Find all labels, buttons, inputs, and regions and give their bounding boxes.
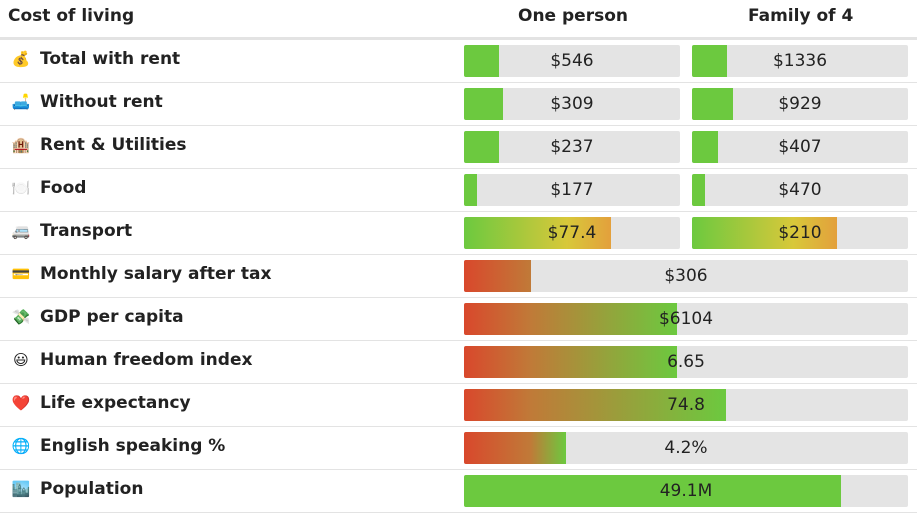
row-label: 🏨 Rent & Utilities (10, 135, 187, 155)
row-label-text: Life expectancy (40, 393, 191, 413)
row-label: 🍽️ Food (10, 178, 87, 198)
full-bar: $6104 (464, 303, 908, 335)
bar-value: $407 (778, 137, 822, 157)
row-label: 💸 GDP per capita (10, 307, 184, 327)
row-label-text: Population (40, 479, 144, 499)
full-bar: 4.2% (464, 432, 908, 464)
bar-value: $237 (550, 137, 594, 157)
table-row: 😃 Human freedom index 6.65 (0, 341, 917, 384)
row-label-text: Human freedom index (40, 350, 253, 370)
couch-and-lamp-icon: 🛋️ (11, 93, 31, 111)
row-label: 🚐 Transport (10, 221, 133, 241)
bar-value: 6.65 (667, 352, 705, 372)
one-bar: $546 (464, 45, 680, 77)
row-label-text: English speaking % (40, 436, 226, 456)
table-row: 🚐 Transport $77.4 $210 (0, 212, 917, 255)
bar-fill (464, 303, 678, 335)
table-header: Cost of living One person Family of 4 (0, 0, 917, 40)
row-label-text: Monthly salary after tax (40, 264, 272, 284)
one-bar: $177 (464, 174, 680, 206)
one-bar: $309 (464, 88, 680, 120)
bar-fill (692, 45, 727, 77)
bar-fill (464, 346, 678, 378)
credit-card-icon: 💳 (11, 265, 31, 283)
cityscape-icon: 🏙️ (11, 480, 31, 498)
full-bar: $306 (464, 260, 908, 292)
bar-fill (464, 131, 499, 163)
table-row: 🌐 English speaking % 4.2% (0, 427, 917, 470)
family-bar: $210 (692, 217, 908, 249)
header-title: Cost of living (8, 6, 135, 26)
grinning-face-icon: 😃 (13, 351, 29, 369)
bar-fill (464, 260, 531, 292)
family-bar: $929 (692, 88, 908, 120)
bar-fill (464, 174, 477, 206)
table-row: 🍽️ Food $177 $470 (0, 169, 917, 212)
minibus-icon: 🚐 (11, 222, 31, 240)
full-bar: 6.65 (464, 346, 908, 378)
full-bar: 74.8 (464, 389, 908, 421)
bar-fill (692, 217, 837, 249)
row-label-text: Transport (40, 221, 133, 241)
one-bar: $77.4 (464, 217, 680, 249)
plate-icon: 🍽️ (11, 179, 31, 197)
bar-value: 4.2% (664, 438, 708, 458)
table-row: 💸 GDP per capita $6104 (0, 298, 917, 341)
table-row: 🛋️ Without rent $309 $929 (0, 83, 917, 126)
bar-value: $546 (550, 51, 594, 71)
family-bar: $470 (692, 174, 908, 206)
family-bar: $407 (692, 131, 908, 163)
bar-fill (464, 88, 503, 120)
bar-fill (464, 475, 842, 507)
row-label: 🏙️ Population (10, 479, 144, 499)
bar-fill (692, 174, 705, 206)
row-label-text: Without rent (40, 92, 163, 112)
row-label-text: Rent & Utilities (40, 135, 187, 155)
bar-value: $306 (664, 266, 708, 286)
table-row: 💳 Monthly salary after tax $306 (0, 255, 917, 298)
table-row: 🏨 Rent & Utilities $237 $407 (0, 126, 917, 169)
table-body: 💰 Total with rent $546 $1336 🛋️ Without rent $… (0, 40, 917, 513)
row-label: 🌐 English speaking % (10, 436, 226, 456)
table-row: 💰 Total with rent $546 $1336 (0, 40, 917, 83)
hotel-icon: 🏨 (11, 136, 31, 154)
bar-value: $309 (550, 94, 594, 114)
bar-value: $929 (778, 94, 822, 114)
bar-fill (692, 131, 718, 163)
bar-value: $1336 (772, 51, 828, 71)
bar-value: 74.8 (667, 395, 705, 415)
bar-fill (464, 45, 499, 77)
table-row: 🏙️ Population 49.1M (0, 470, 917, 513)
bar-fill (464, 432, 567, 464)
row-label: 💳 Monthly salary after tax (10, 264, 272, 284)
bar-fill (464, 217, 611, 249)
heart-icon: ❤️ (11, 394, 31, 412)
globe-icon: 🌐 (11, 437, 31, 455)
header-family: Family of 4 (748, 6, 854, 26)
bar-value: $210 (778, 223, 822, 243)
bar-value: $177 (550, 180, 594, 200)
row-label: 😃 Human freedom index (10, 350, 252, 370)
row-label-text: Total with rent (40, 49, 181, 69)
row-label-text: Food (40, 178, 87, 198)
money-bag-icon: 💰 (11, 50, 31, 68)
full-bar: 49.1M (464, 475, 908, 507)
table-row: ❤️ Life expectancy 74.8 (0, 384, 917, 427)
bar-value: $6104 (658, 309, 714, 329)
bar-value: $77.4 (547, 223, 597, 243)
bar-fill (464, 389, 726, 421)
family-bar: $1336 (692, 45, 908, 77)
row-label: 🛋️ Without rent (10, 92, 163, 112)
header-one-person: One person (518, 6, 628, 26)
row-label: ❤️ Life expectancy (10, 393, 191, 413)
bar-value: $470 (778, 180, 822, 200)
bar-value: 49.1M (659, 481, 713, 501)
one-bar: $237 (464, 131, 680, 163)
money-wings-icon: 💸 (11, 308, 31, 326)
row-label-text: GDP per capita (40, 307, 184, 327)
bar-fill (692, 88, 734, 120)
row-label: 💰 Total with rent (10, 49, 181, 69)
